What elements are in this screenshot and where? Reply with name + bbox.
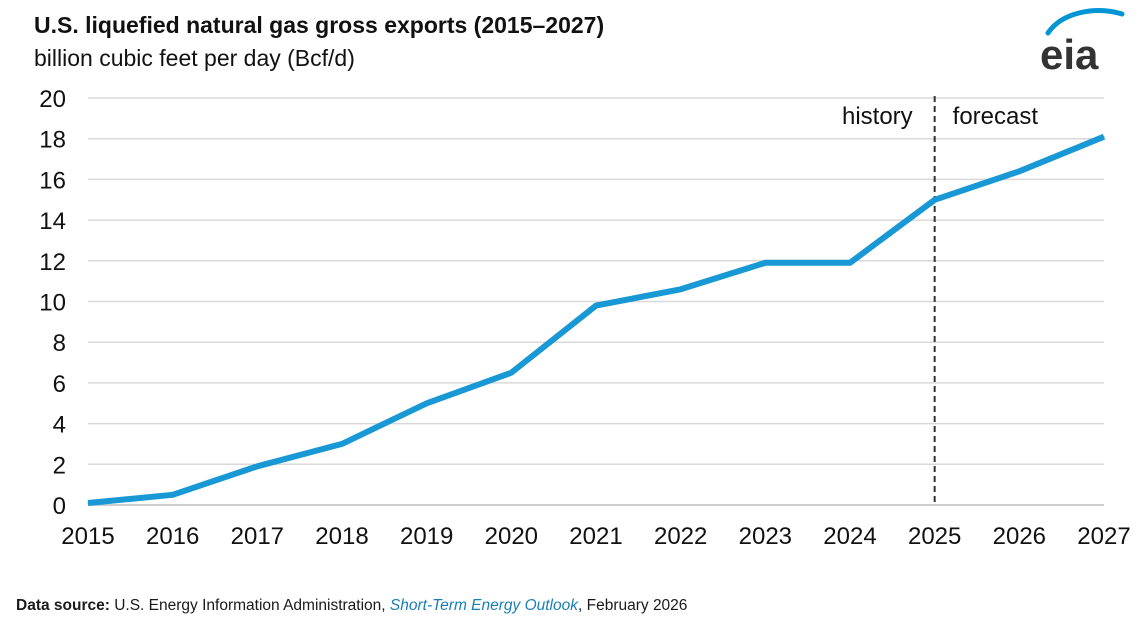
x-tick-label: 2018 — [315, 523, 368, 550]
data-source-agency: U.S. Energy Information Administration, — [114, 597, 386, 614]
x-tick-label: 2015 — [61, 523, 114, 550]
data-source-note: Data source: U.S. Energy Information Adm… — [16, 597, 687, 615]
gridlines — [88, 97, 1104, 506]
data-point — [934, 199, 936, 201]
history-forecast-divider: history forecast — [842, 96, 1038, 505]
x-tick-label: 2022 — [654, 523, 707, 550]
data-point — [680, 288, 682, 290]
data-source-date: , February 2026 — [578, 597, 688, 614]
data-source-publication-link[interactable]: Short-Term Energy Outlook — [389, 597, 578, 614]
history-label: history — [842, 103, 913, 130]
chart-title: U.S. liquefied natural gas gross exports… — [34, 12, 605, 38]
y-tick-label: 18 — [39, 127, 66, 154]
forecast-label: forecast — [953, 103, 1039, 130]
data-point — [172, 494, 174, 496]
y-axis-tick-labels: 0 2 4 6 8 10 12 14 16 18 20 — [39, 86, 66, 520]
data-point — [1103, 136, 1105, 138]
data-point — [510, 372, 512, 374]
y-tick-label: 20 — [39, 86, 66, 113]
data-point — [87, 502, 89, 504]
data-source-label: Data source: — [16, 597, 110, 614]
x-axis-tick-labels: 2015 2016 2017 2018 2019 2020 2021 2022 2023 2024… — [61, 523, 1130, 550]
x-tick-label: 2017 — [231, 523, 284, 550]
x-tick-label: 2021 — [569, 523, 622, 550]
data-point — [426, 402, 428, 404]
y-tick-label: 0 — [53, 493, 66, 520]
x-tick-label: 2026 — [993, 523, 1046, 550]
data-point — [256, 465, 258, 467]
x-tick-label: 2020 — [485, 523, 538, 550]
eia-logo: eia — [1040, 8, 1125, 76]
series-line-0 — [87, 133, 1106, 506]
data-point — [341, 443, 343, 445]
data-point — [1018, 170, 1020, 172]
eia-logo-arc — [1045, 8, 1125, 36]
y-tick-label: 10 — [39, 290, 66, 317]
x-tick-label: 2027 — [1077, 523, 1130, 550]
x-tick-label: 2025 — [908, 523, 961, 550]
data-point — [595, 305, 597, 307]
x-tick-label: 2019 — [400, 523, 453, 550]
series-layer — [87, 133, 1106, 506]
x-tick-label: 2024 — [823, 523, 876, 550]
y-tick-label: 4 — [53, 412, 66, 439]
y-tick-label: 2 — [53, 452, 66, 479]
y-tick-label: 12 — [39, 249, 66, 276]
data-point — [849, 262, 851, 264]
x-tick-label: 2016 — [146, 523, 199, 550]
y-tick-label: 8 — [53, 330, 66, 357]
y-tick-label: 16 — [39, 167, 66, 194]
eia-logo-text: eia — [1040, 31, 1099, 76]
y-tick-label: 14 — [39, 208, 66, 235]
x-tick-label: 2023 — [739, 523, 792, 550]
data-point — [764, 262, 766, 264]
y-tick-label: 6 — [53, 371, 66, 398]
chart-subtitle: billion cubic feet per day (Bcf/d) — [34, 45, 355, 71]
